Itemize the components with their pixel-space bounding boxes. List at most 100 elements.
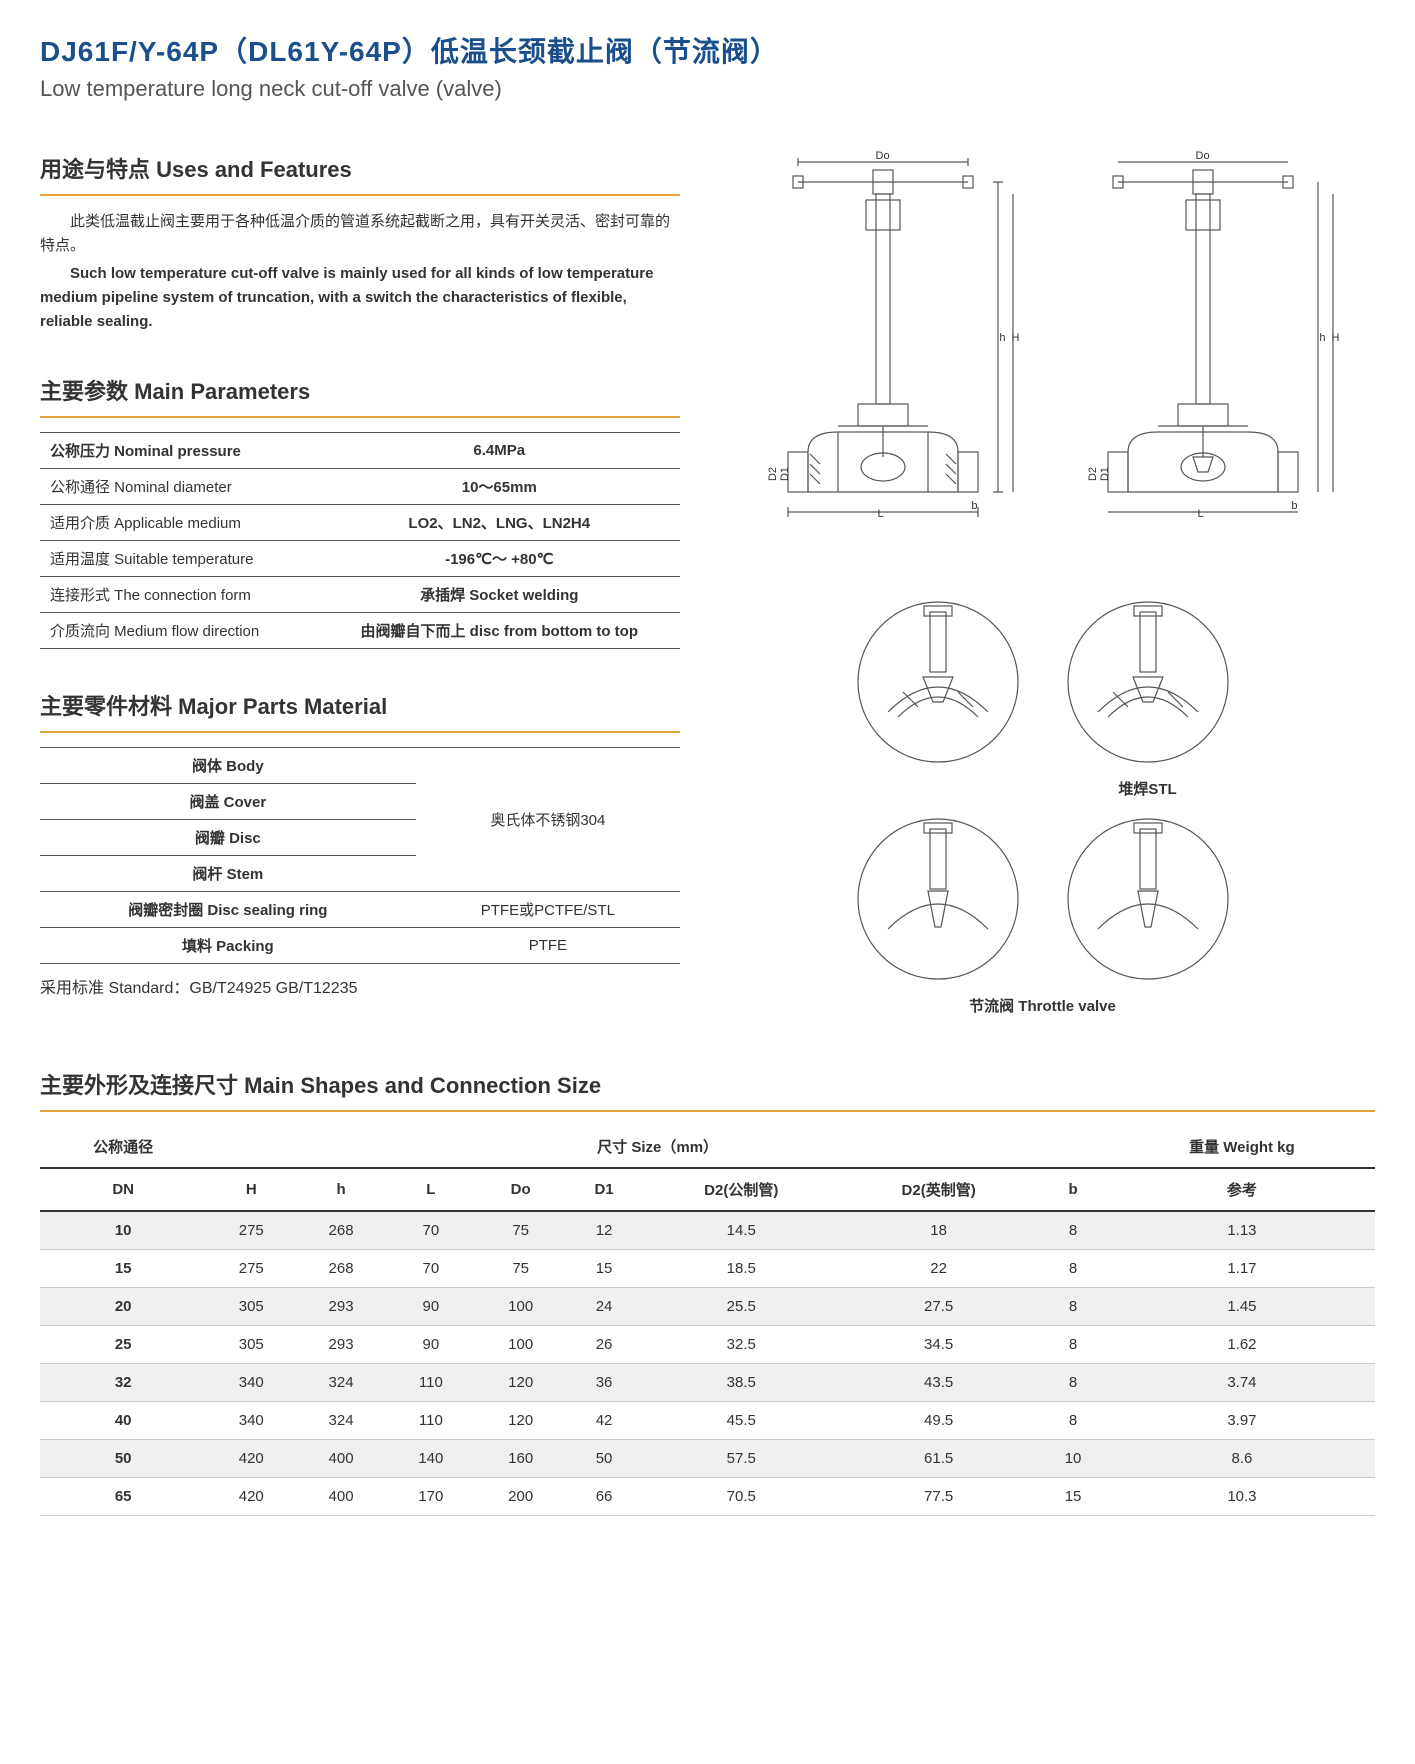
table-row: 适用介质 Applicable mediumLO2、LN2、LNG、LN2H4: [40, 505, 680, 541]
params-table: 公称压力 Nominal pressure6.4MPa公称通径 Nominal …: [40, 432, 680, 649]
column-header: D2(公制管): [643, 1168, 840, 1211]
uses-para-en: Such low temperature cut-off valve is ma…: [40, 262, 680, 334]
detail-label-stl: 堆焊STL: [1118, 778, 1176, 799]
table-cell: 25: [40, 1326, 206, 1364]
dim-H: H: [1332, 332, 1340, 344]
part-label: 阀瓣密封圈 Disc sealing ring: [40, 892, 416, 928]
detail-diagram-3: [848, 809, 1028, 989]
table-cell: 1.17: [1109, 1250, 1375, 1288]
detail-diagram-4: [1058, 809, 1238, 989]
table-cell: 3.74: [1109, 1364, 1375, 1402]
table-cell: 18.5: [643, 1250, 840, 1288]
detail-diagram-2: [1058, 592, 1238, 772]
detail-label-throttle: 节流阀 Throttle valve: [710, 995, 1375, 1016]
table-cell: 18: [840, 1211, 1037, 1250]
dim-D2: D2: [1087, 467, 1099, 481]
param-label: 公称通径 Nominal diameter: [40, 469, 319, 505]
table-cell: 120: [476, 1402, 566, 1440]
table-row: 20305293901002425.527.581.45: [40, 1288, 1375, 1326]
table-cell: 140: [386, 1440, 476, 1478]
table-cell: 50: [40, 1440, 206, 1478]
table-row: 504204001401605057.561.5108.6: [40, 1440, 1375, 1478]
table-cell: 200: [476, 1478, 566, 1516]
param-value: 由阀瓣自下而上 disc from bottom to top: [319, 613, 680, 649]
table-cell: 8: [1037, 1211, 1109, 1250]
sizes-heading: 主要外形及连接尺寸 Main Shapes and Connection Siz…: [40, 1068, 1375, 1100]
part-label: 填料 Packing: [40, 928, 416, 964]
table-row: 阀瓣密封圈 Disc sealing ringPTFE或PCTFE/STL: [40, 892, 680, 928]
table-columns-row: DNHhLDoD1D2(公制管)D2(英制管)b参考: [40, 1168, 1375, 1211]
table-cell: 110: [386, 1364, 476, 1402]
table-cell: 57.5: [643, 1440, 840, 1478]
table-row: 25305293901002632.534.581.62: [40, 1326, 1375, 1364]
table-cell: 420: [206, 1440, 296, 1478]
table-cell: 293: [296, 1288, 386, 1326]
diagram-row-top: Do H h L D1 D2 b: [710, 152, 1375, 572]
table-cell: 268: [296, 1211, 386, 1250]
table-row: 阀体 Body奥氏体不锈钢304: [40, 748, 680, 784]
upper-two-column: 用途与特点 Uses and Features 此类低温截止阀主要用于各种低温介…: [40, 152, 1375, 1038]
table-cell: 50: [566, 1440, 643, 1478]
table-cell: 75: [476, 1250, 566, 1288]
column-header: D2(英制管): [840, 1168, 1037, 1211]
dim-D1: D1: [779, 467, 791, 481]
table-cell: 340: [206, 1402, 296, 1440]
param-label: 连接形式 The connection form: [40, 577, 319, 613]
table-cell: 15: [40, 1250, 206, 1288]
table-cell: 12: [566, 1211, 643, 1250]
table-cell: 42: [566, 1402, 643, 1440]
table-cell: 61.5: [840, 1440, 1037, 1478]
left-column: 用途与特点 Uses and Features 此类低温截止阀主要用于各种低温介…: [40, 152, 680, 1038]
table-cell: 32: [40, 1364, 206, 1402]
param-label: 公称压力 Nominal pressure: [40, 433, 319, 469]
table-cell: 77.5: [840, 1478, 1037, 1516]
table-row: 连接形式 The connection form承插焊 Socket weldi…: [40, 577, 680, 613]
group-dn: 公称通径: [40, 1126, 206, 1168]
table-cell: 100: [476, 1326, 566, 1364]
param-value: 承插焊 Socket welding: [319, 577, 680, 613]
table-cell: 268: [296, 1250, 386, 1288]
parts-heading: 主要零件材料 Major Parts Material: [40, 689, 680, 721]
table-cell: 10.3: [1109, 1478, 1375, 1516]
table-cell: 100: [476, 1288, 566, 1326]
uses-section: 用途与特点 Uses and Features 此类低温截止阀主要用于各种低温介…: [40, 152, 680, 334]
valve-diagram-right: Do H h L D1 D2 b: [1058, 152, 1348, 572]
table-cell: 25.5: [643, 1288, 840, 1326]
table-cell: 32.5: [643, 1326, 840, 1364]
uses-para-cn: 此类低温截止阀主要用于各种低温介质的管道系统起截断之用，具有开关灵活、密封可靠的…: [40, 210, 680, 258]
dim-h: h: [1319, 332, 1325, 344]
column-header: H: [206, 1168, 296, 1211]
column-header: Do: [476, 1168, 566, 1211]
table-cell: 10: [1037, 1440, 1109, 1478]
table-cell: 8: [1037, 1250, 1109, 1288]
table-cell: 15: [1037, 1478, 1109, 1516]
parts-table: 阀体 Body奥氏体不锈钢304阀盖 Cover阀瓣 Disc阀杆 Stem阀瓣…: [40, 747, 680, 964]
table-cell: 75: [476, 1211, 566, 1250]
dim-b: b: [1291, 500, 1297, 512]
parts-section: 主要零件材料 Major Parts Material 阀体 Body奥氏体不锈…: [40, 689, 680, 998]
table-cell: 22: [840, 1250, 1037, 1288]
column-header: h: [296, 1168, 386, 1211]
table-cell: 1.45: [1109, 1288, 1375, 1326]
uses-heading: 用途与特点 Uses and Features: [40, 152, 680, 184]
divider: [40, 416, 680, 418]
table-cell: 65: [40, 1478, 206, 1516]
title-cn: DJ61F/Y-64P（DL61Y-64P）低温长颈截止阀（节流阀）: [40, 30, 1375, 70]
dim-h: h: [999, 332, 1005, 344]
dim-b: b: [971, 500, 977, 512]
table-cell: 120: [476, 1364, 566, 1402]
part-material: 奥氏体不锈钢304: [416, 748, 680, 892]
param-label: 适用介质 Applicable medium: [40, 505, 319, 541]
column-header: b: [1037, 1168, 1109, 1211]
right-column: Do H h L D1 D2 b: [710, 152, 1375, 1038]
table-cell: 324: [296, 1364, 386, 1402]
table-cell: 8: [1037, 1288, 1109, 1326]
param-label: 介质流向 Medium flow direction: [40, 613, 319, 649]
param-value: 6.4MPa: [319, 433, 680, 469]
table-cell: 36: [566, 1364, 643, 1402]
table-cell: 293: [296, 1326, 386, 1364]
table-row: 323403241101203638.543.583.74: [40, 1364, 1375, 1402]
part-label: 阀体 Body: [40, 748, 416, 784]
table-cell: 1.13: [1109, 1211, 1375, 1250]
table-row: 公称通径 Nominal diameter10～65mm: [40, 469, 680, 505]
